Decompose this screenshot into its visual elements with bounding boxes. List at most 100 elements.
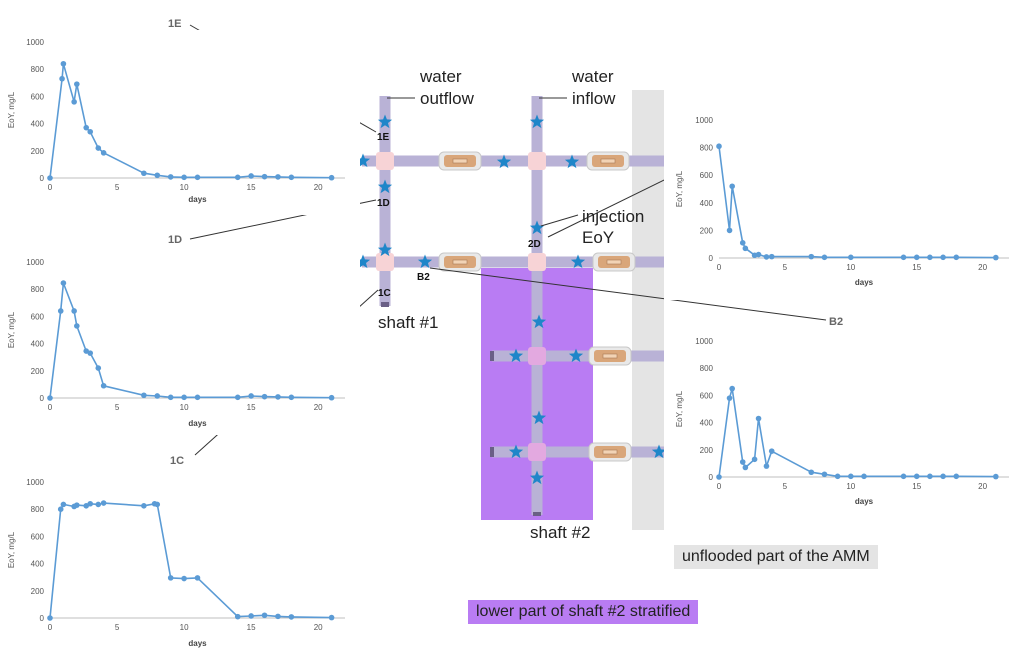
callout-label-1c: 1C: [170, 455, 184, 467]
data-point: [288, 614, 295, 620]
data-point: [261, 393, 268, 400]
data-point: [74, 502, 80, 508]
chart-panel-1e: 0 200 400 600 800 1000 0 5 10 15 20 days EoY, mg/L: [0, 30, 360, 215]
x-tick-label: 5: [783, 263, 788, 272]
data-point: [739, 459, 746, 465]
chart-b2: 0 200 400 600 800 1000 0 5 10 15 20 days EoY, mg/L: [675, 337, 1009, 506]
series-line: [49, 502, 332, 619]
y-tick-label: 600: [700, 171, 714, 180]
y-tick-label: 600: [700, 391, 714, 400]
data-point: [288, 174, 295, 181]
data-point: [913, 254, 920, 261]
data-point: [913, 473, 920, 480]
y-tick-label: 400: [31, 560, 45, 569]
x-tick-label: 20: [314, 403, 323, 412]
data-point: [181, 174, 187, 181]
sampling-star-icon: [355, 153, 371, 168]
x-axis-label: days: [188, 195, 207, 204]
y-axis-label: EoY, mg/L: [7, 531, 16, 568]
valves: [438, 151, 636, 462]
x-tick-label: 10: [180, 623, 189, 632]
x-tick-label: 5: [115, 183, 120, 192]
data-point: [716, 143, 722, 150]
junctions: [376, 152, 546, 461]
data-point: [848, 473, 854, 480]
y-tick-label: 800: [31, 65, 45, 74]
x-tick-label: 5: [115, 623, 120, 632]
y-tick-label: 800: [700, 144, 714, 153]
valve-icon: [438, 252, 482, 272]
data-point: [739, 240, 746, 246]
x-tick-label: 15: [912, 263, 921, 272]
data-point: [87, 350, 94, 356]
data-point: [742, 245, 749, 252]
sampling-star-icon: [531, 314, 547, 329]
y-tick-label: 1000: [26, 258, 44, 267]
data-point: [141, 170, 147, 177]
sampling-star-icon: [529, 220, 545, 235]
data-point: [275, 613, 281, 620]
data-point: [993, 473, 999, 480]
data-point: [726, 395, 733, 401]
x-tick-label: 20: [978, 482, 987, 491]
junction-node: [528, 443, 546, 461]
data-point: [716, 474, 722, 480]
x-tick-label: 15: [247, 403, 256, 412]
junction-node: [528, 253, 546, 271]
y-tick-label: 1000: [695, 337, 713, 346]
shaft2-end: [533, 512, 541, 516]
data-point: [60, 501, 67, 508]
data-point: [953, 254, 960, 261]
data-point: [154, 393, 161, 399]
data-point: [167, 394, 174, 401]
data-point: [927, 473, 933, 480]
data-point: [275, 174, 281, 180]
y-axis-label: EoY, mg/L: [675, 390, 684, 427]
sampling-star-icon: [377, 242, 393, 257]
x-tick-label: 0: [717, 263, 722, 272]
data-point: [940, 473, 946, 480]
y-tick-label: 400: [700, 199, 714, 208]
y-tick-label: 0: [40, 614, 45, 623]
level4-end: [490, 447, 494, 457]
shaft1-end: [381, 302, 389, 307]
unflooded-label: unflooded part of the AMM: [674, 545, 878, 569]
junction-node: [528, 152, 546, 170]
sampling-star-icon: [529, 470, 545, 485]
junction-node: [376, 152, 394, 170]
data-point: [141, 503, 147, 509]
data-point: [194, 575, 201, 581]
data-point: [47, 395, 53, 401]
y-tick-label: 200: [31, 147, 45, 156]
point-label-1e: 1E: [377, 132, 390, 143]
data-point: [288, 394, 295, 401]
chart-1c: 0 200 400 600 800 1000 0 5 10 15 20 days EoY, mg/L: [7, 478, 345, 648]
y-tick-label: 0: [40, 394, 45, 403]
y-tick-label: 200: [31, 367, 45, 376]
x-tick-label: 5: [783, 482, 788, 491]
data-point: [95, 365, 102, 371]
level3-end: [490, 351, 494, 361]
x-tick-label: 15: [912, 482, 921, 491]
y-tick-label: 600: [31, 532, 45, 541]
x-tick-label: 10: [846, 263, 855, 272]
data-point: [60, 60, 67, 67]
data-point: [248, 393, 254, 399]
data-point: [74, 81, 80, 87]
valve-icon: [586, 151, 630, 171]
data-point: [100, 500, 107, 506]
data-point: [927, 254, 933, 261]
data-point: [834, 473, 841, 480]
sampling-star-icon: [508, 348, 524, 363]
shaft2-label: shaft #2: [530, 523, 591, 542]
valve-icon: [588, 442, 632, 462]
data-point: [248, 613, 254, 619]
x-tick-label: 20: [978, 263, 987, 272]
y-tick-label: 400: [31, 120, 45, 129]
injection-leader: [540, 214, 579, 227]
point-label-1d: 1D: [377, 198, 390, 209]
data-point: [808, 253, 815, 260]
x-tick-label: 20: [314, 183, 323, 192]
water-outflow-label-2: outflow: [420, 89, 475, 108]
